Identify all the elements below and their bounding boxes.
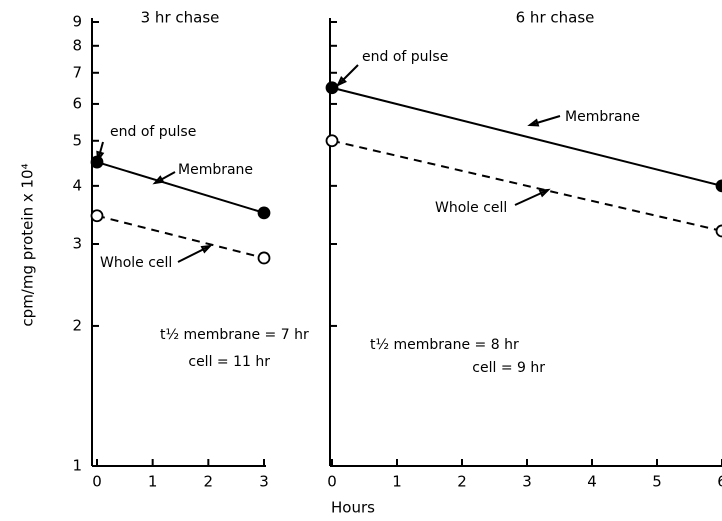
annotation: cell = 9 hr [472, 360, 545, 376]
arrow-head [152, 175, 165, 185]
x-axis-label: Hours [331, 499, 375, 517]
panel-title: 6 hr chase [516, 9, 595, 27]
data-point [715, 224, 722, 238]
x-tick-label: 2 [457, 473, 467, 491]
x-tick-label: 1 [148, 473, 158, 491]
y-tick-label: 4 [72, 176, 82, 194]
annotation: Whole cell [435, 200, 507, 216]
x-tick-label: 0 [92, 473, 102, 491]
arrow-head [335, 76, 347, 88]
arrow-head [538, 188, 551, 198]
annotation: end of pulse [362, 49, 448, 65]
data-point [257, 251, 271, 265]
annotation: Membrane [178, 162, 253, 178]
y-tick-label: 7 [72, 63, 82, 81]
annotation: Membrane [565, 109, 640, 125]
arrow-head [96, 150, 105, 163]
data-point [715, 179, 722, 193]
annotation: t½ membrane = 7 hr [160, 327, 309, 343]
annotation-arrow [154, 171, 176, 184]
x-tick-label: 5 [652, 473, 662, 491]
x-tick-label: 6 [717, 473, 722, 491]
annotation: t½ membrane = 8 hr [370, 337, 519, 353]
series-line [96, 161, 265, 214]
x-tick-label: 3 [259, 473, 269, 491]
annotation: cell = 11 hr [188, 354, 270, 370]
annotation: end of pulse [110, 124, 196, 140]
annotation-arrow [177, 245, 211, 263]
data-point [325, 134, 339, 148]
data-point [257, 206, 271, 220]
y-tick-label: 1 [72, 457, 82, 475]
arrow-head [527, 118, 540, 127]
y-axis-label: cpm/mg protein x 10⁴ [19, 163, 37, 326]
annotation: Whole cell [100, 255, 172, 271]
y-tick-label: 6 [72, 94, 82, 112]
data-point [325, 81, 339, 95]
panel-title: 3 hr chase [141, 9, 220, 27]
x-tick-label: 3 [522, 473, 532, 491]
x-tick-label: 0 [327, 473, 337, 491]
y-tick-label: 2 [72, 316, 82, 334]
arrow-head [200, 244, 213, 254]
y-tick-label: 8 [72, 36, 82, 54]
annotation-arrow [529, 115, 561, 126]
x-tick-label: 1 [392, 473, 402, 491]
series-line [331, 139, 722, 232]
y-tick-label: 3 [72, 235, 82, 253]
y-tick-label: 9 [72, 13, 82, 31]
data-point [90, 209, 104, 223]
annotation-arrow [97, 141, 104, 161]
y-tick-label: 5 [72, 131, 82, 149]
x-tick-label: 4 [587, 473, 597, 491]
annotation-arrow [337, 64, 359, 86]
series-line [331, 86, 722, 187]
series-line [96, 214, 265, 259]
x-tick-label: 2 [204, 473, 214, 491]
annotation-arrow [514, 189, 549, 206]
